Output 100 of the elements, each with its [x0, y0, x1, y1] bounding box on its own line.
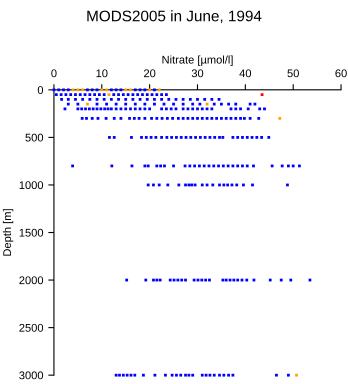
point — [188, 98, 192, 101]
point — [96, 98, 98, 101]
point — [66, 98, 70, 101]
point — [246, 136, 249, 139]
point — [155, 164, 158, 168]
point — [92, 107, 95, 110]
point — [150, 136, 152, 139]
point — [257, 117, 260, 120]
x-tick-label: 40 — [239, 69, 252, 78]
point — [278, 117, 282, 120]
point — [175, 374, 178, 377]
point — [263, 107, 266, 110]
point — [182, 117, 185, 120]
point — [86, 88, 89, 92]
point — [218, 136, 221, 139]
point — [286, 184, 289, 186]
point — [172, 278, 176, 282]
point — [228, 278, 232, 282]
point — [112, 136, 116, 139]
point — [227, 102, 230, 106]
point — [103, 107, 106, 110]
point — [88, 98, 92, 101]
point — [234, 107, 238, 110]
point — [204, 374, 208, 377]
point — [230, 107, 232, 110]
point — [160, 98, 163, 101]
point — [212, 164, 216, 168]
point — [153, 102, 156, 106]
y-tick-label: 3000 — [19, 371, 44, 380]
point — [226, 164, 230, 168]
point — [160, 136, 163, 139]
point — [182, 102, 185, 106]
x-tick-label: 60 — [335, 69, 347, 78]
point — [200, 184, 204, 186]
point — [230, 184, 234, 186]
y-tick-label: 1500 — [20, 228, 44, 237]
point — [171, 117, 174, 120]
point — [236, 278, 240, 282]
point — [260, 136, 263, 139]
point — [236, 136, 240, 139]
point — [96, 88, 98, 92]
point — [163, 164, 166, 168]
point — [138, 117, 140, 120]
point — [208, 164, 210, 168]
point — [102, 98, 106, 101]
point — [129, 107, 132, 110]
point — [153, 88, 156, 92]
point — [236, 164, 240, 168]
point — [270, 164, 274, 168]
point — [235, 184, 238, 186]
point — [234, 117, 238, 120]
point — [251, 184, 254, 186]
point — [154, 374, 156, 377]
point — [177, 184, 180, 186]
point — [130, 374, 132, 377]
point — [240, 278, 244, 282]
point — [198, 136, 202, 139]
point — [146, 184, 150, 186]
point — [155, 278, 158, 282]
point — [170, 374, 174, 377]
point — [96, 117, 100, 120]
point — [180, 136, 183, 139]
point — [184, 184, 187, 186]
point — [203, 98, 206, 101]
point — [208, 374, 212, 377]
point — [210, 117, 214, 120]
point — [80, 117, 84, 120]
point — [196, 107, 199, 110]
point — [246, 164, 249, 168]
point — [255, 136, 258, 139]
point — [184, 164, 186, 168]
point — [280, 278, 283, 282]
point — [134, 102, 137, 106]
chart-title: MODS2005 in June, 1994 — [87, 10, 262, 24]
point — [298, 164, 301, 168]
point — [189, 136, 192, 139]
point — [268, 278, 272, 282]
point — [110, 107, 113, 110]
point — [260, 93, 264, 96]
point — [193, 164, 196, 168]
point — [224, 278, 228, 282]
y-axis-title: Depth [m] — [2, 209, 14, 256]
point — [215, 117, 218, 120]
y-tick-label: 2000 — [19, 276, 44, 284]
point — [289, 278, 292, 282]
point — [295, 374, 298, 377]
point — [138, 88, 142, 92]
point — [146, 98, 149, 101]
point — [211, 184, 214, 186]
point — [254, 102, 256, 106]
point — [72, 88, 74, 92]
point — [138, 98, 142, 101]
point — [152, 278, 155, 282]
point — [71, 164, 74, 168]
point — [152, 184, 155, 186]
point — [76, 107, 80, 110]
point — [174, 107, 178, 110]
point — [170, 107, 173, 110]
point — [170, 136, 174, 139]
point — [60, 98, 63, 101]
